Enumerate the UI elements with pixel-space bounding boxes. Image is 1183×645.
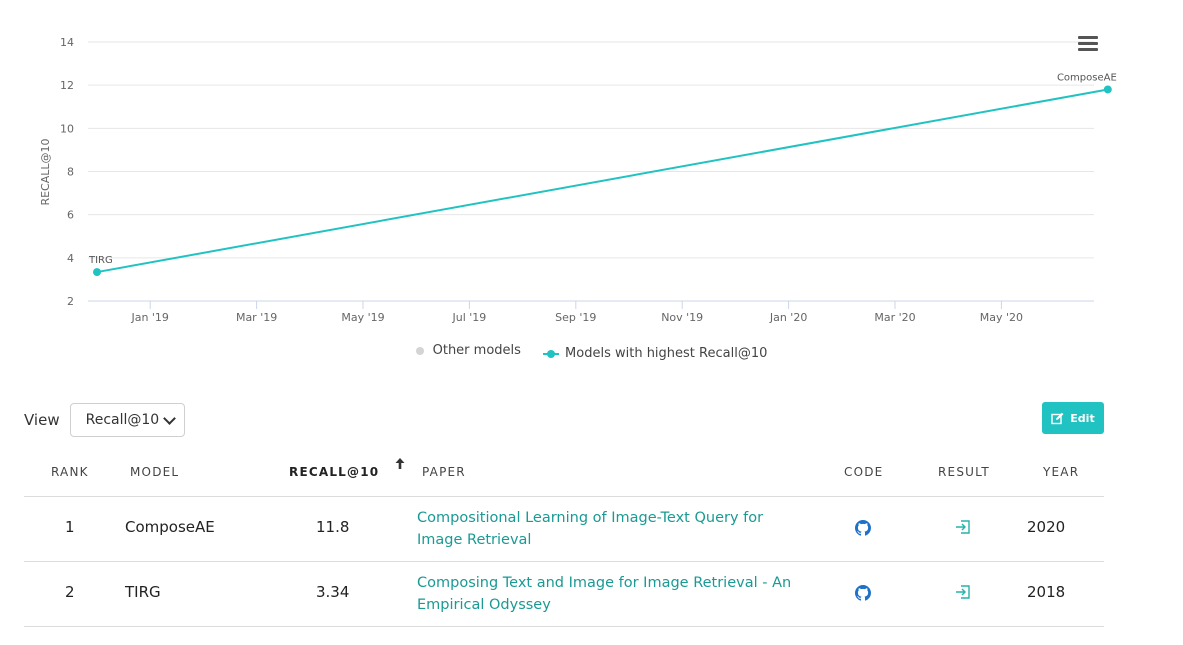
x-tick-label: Mar '20 <box>874 311 915 324</box>
chart-menu-icon[interactable] <box>1078 36 1098 52</box>
y-tick-label: 4 <box>67 252 74 265</box>
year-cell: 2018 <box>1027 583 1066 601</box>
chevron-down-icon <box>162 411 176 425</box>
table-row: 2 TIRG 3.34 Composing Text and Image for… <box>24 562 1104 627</box>
header-paper[interactable]: PAPER <box>422 465 466 479</box>
sort-up-arrow-icon[interactable] <box>395 458 405 470</box>
data-point <box>93 268 101 277</box>
x-tick-label: May '20 <box>980 311 1023 324</box>
y-tick-label: 10 <box>60 122 74 135</box>
leaderboard-table: RANK MODEL RECALL@10 PAPER CODE RESULT Y… <box>24 452 1104 627</box>
github-icon[interactable] <box>855 585 871 605</box>
edit-icon <box>1051 412 1064 424</box>
table-header: RANK MODEL RECALL@10 PAPER CODE RESULT Y… <box>24 452 1104 497</box>
rank-cell: 1 <box>65 518 75 536</box>
legend-dot-icon <box>415 346 424 355</box>
view-label: View <box>24 411 60 429</box>
x-tick-label: Nov '19 <box>661 311 703 324</box>
y-tick-label: 2 <box>67 295 74 308</box>
legend-item-highest-models[interactable]: Models with highest Recall@10 <box>543 346 767 361</box>
result-enter-icon[interactable] <box>955 584 971 604</box>
view-select-value: Recall@10 <box>85 412 160 428</box>
github-icon[interactable] <box>855 520 871 540</box>
header-result: RESULT <box>938 465 990 479</box>
y-tick-label: 14 <box>60 36 74 49</box>
legend-line-icon <box>543 349 560 358</box>
table-row: 1 ComposeAE 11.8 Compositional Learning … <box>24 497 1104 562</box>
chart-svg: 2 4 6 8 10 12 14 Jan '19 Mar '19 May '19 Jul '19 Se… <box>39 36 1117 324</box>
paper-link[interactable]: Compositional Learning of Image-Text Que… <box>417 510 764 548</box>
header-model[interactable]: MODEL <box>130 465 180 479</box>
header-code: CODE <box>844 465 884 479</box>
legend-label: Other models <box>432 343 521 358</box>
year-cell: 2020 <box>1027 518 1066 536</box>
rank-cell: 2 <box>65 583 75 601</box>
y-tick-label: 12 <box>60 79 74 92</box>
series-line <box>96 88 1108 274</box>
edit-button-label: Edit <box>1070 411 1095 425</box>
paper-link[interactable]: Composing Text and Image for Image Retri… <box>417 575 792 613</box>
header-metric[interactable]: RECALL@10 <box>289 465 380 479</box>
data-point <box>1103 85 1112 94</box>
y-tick-label: 8 <box>67 166 74 179</box>
y-tick-label: 6 <box>67 209 74 222</box>
legend-item-other-models[interactable]: Other models <box>415 343 521 358</box>
data-label: ComposeAE <box>1057 72 1117 83</box>
chart-legend: Other models Models with highest Recall@… <box>0 343 1183 361</box>
x-tick-label: May '19 <box>341 311 384 324</box>
x-tick-label: Mar '19 <box>236 311 277 324</box>
view-select[interactable]: Recall@10 <box>69 403 185 437</box>
data-label: TIRG <box>88 255 113 266</box>
x-tick-label: Jul '19 <box>452 311 487 324</box>
view-control: View Recall@10 <box>24 403 185 437</box>
x-tick-label: Jan '20 <box>769 311 807 324</box>
metric-cell: 11.8 <box>316 518 350 536</box>
result-enter-icon[interactable] <box>955 519 971 539</box>
model-cell[interactable]: ComposeAE <box>125 518 215 536</box>
header-rank[interactable]: RANK <box>51 465 89 479</box>
edit-button[interactable]: Edit <box>1042 402 1104 434</box>
header-year[interactable]: YEAR <box>1043 465 1080 479</box>
x-tick-label: Sep '19 <box>555 311 596 324</box>
y-axis-label: RECALL@10 <box>39 138 52 205</box>
legend-label: Models with highest Recall@10 <box>565 346 768 361</box>
chart-area: 2 4 6 8 10 12 14 Jan '19 Mar '19 May '19 Jul '19 Se… <box>0 36 1183 361</box>
x-tick-label: Jan '19 <box>130 311 168 324</box>
model-cell[interactable]: TIRG <box>125 583 161 601</box>
metric-cell: 3.34 <box>316 583 350 601</box>
